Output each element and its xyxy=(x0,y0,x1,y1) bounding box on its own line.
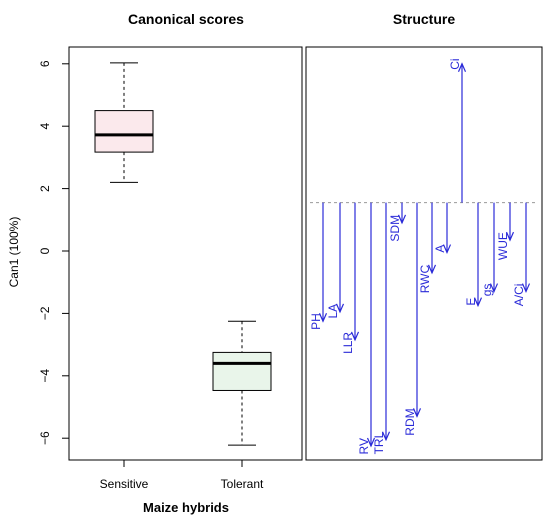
arrow-label: RDM xyxy=(403,408,417,435)
boxplots xyxy=(94,62,272,446)
arrow-label: A/Ci xyxy=(512,284,526,307)
arrow-sdm: SDM xyxy=(388,202,407,242)
arrow-label: WUE xyxy=(496,232,510,260)
arrow-ph: PH xyxy=(309,202,328,330)
arrow-llr: LLR xyxy=(341,202,360,354)
right-plot-frame xyxy=(305,46,543,461)
y-tick-label: −4 xyxy=(38,369,52,383)
arrow-a: A xyxy=(433,202,452,255)
arrow-head xyxy=(457,62,467,73)
x-tick-label: Sensitive xyxy=(100,477,149,491)
y-tick-label: 2 xyxy=(38,185,52,192)
arrow-e: E xyxy=(464,202,483,308)
x-axis: Sensitive Tolerant xyxy=(100,460,264,491)
arrow-label: TRL xyxy=(372,431,386,454)
arrow-head xyxy=(318,312,328,323)
arrow-head xyxy=(427,264,437,275)
arrow-rdm: RDM xyxy=(403,202,422,436)
iqr-box xyxy=(212,351,272,391)
left-panel-title: Canonical scores xyxy=(128,11,244,27)
x-axis-label: Maize hybrids xyxy=(143,500,229,515)
arrow-head xyxy=(473,297,483,308)
arrow-label: gs xyxy=(480,284,494,297)
iqr-box xyxy=(94,110,154,153)
arrow-label: RV xyxy=(357,438,371,454)
arrow-label: A xyxy=(433,245,447,253)
arrow-label: PH xyxy=(309,313,323,330)
arrow-rwc: RWC xyxy=(418,202,437,294)
arrow-head xyxy=(442,244,452,255)
arrow-label: LA xyxy=(326,304,340,319)
arrow-head xyxy=(505,231,515,242)
arrow-a-ci: A/Ci xyxy=(512,202,531,307)
boxplot-sensitive xyxy=(94,62,154,183)
arrow-head xyxy=(397,214,407,225)
arrow-head xyxy=(521,283,531,294)
arrow-ci: Ci xyxy=(448,58,467,203)
arrow-label: SDM xyxy=(388,215,402,242)
arrow-head xyxy=(366,437,376,448)
canonical-scores-panel: Canonical scores −6 −4 −2 0 2 4 6 Sensitive Tol… xyxy=(7,11,303,515)
arrow-label: RWC xyxy=(418,265,432,294)
arrow-label: LLR xyxy=(341,332,355,354)
arrow-head xyxy=(350,331,360,342)
arrow-gs: gs xyxy=(480,202,499,297)
arrow-rv: RV xyxy=(357,202,376,454)
y-axis-label: Can1 (100%) xyxy=(7,217,21,288)
arrow-head xyxy=(335,303,345,314)
arrow-head xyxy=(489,283,499,294)
y-tick-label: 4 xyxy=(38,123,52,130)
y-axis: −6 −4 −2 0 2 4 6 xyxy=(38,60,70,445)
y-tick-label: 6 xyxy=(38,60,52,67)
y-tick-label: −6 xyxy=(38,431,52,445)
y-tick-label: 0 xyxy=(38,247,52,254)
right-panel-title: Structure xyxy=(393,11,455,27)
arrow-label: Ci xyxy=(448,58,462,69)
arrow-wue: WUE xyxy=(496,202,515,260)
arrow-head xyxy=(381,431,391,442)
arrow-head xyxy=(412,408,422,418)
arrow-trl: TRL xyxy=(372,202,391,454)
arrow-label: E xyxy=(464,298,478,306)
left-plot-frame xyxy=(68,46,303,461)
x-tick-label: Tolerant xyxy=(221,477,264,491)
boxplot-tolerant xyxy=(212,320,272,446)
y-tick-label: −2 xyxy=(38,306,52,320)
arrow-la: LA xyxy=(326,202,345,319)
